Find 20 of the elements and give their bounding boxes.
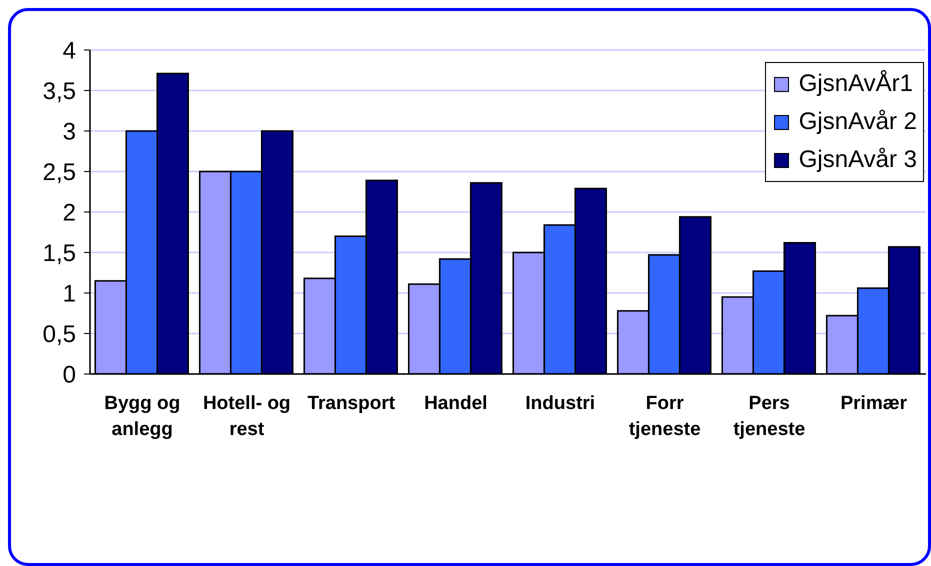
x-tick-label: Industri [525, 393, 596, 414]
x-tick-label: Pers tjeneste [733, 393, 806, 440]
x-tick-label: Hotell- og rest [202, 393, 291, 440]
legend-label: GjsnAvÅr1 [798, 70, 913, 98]
y-tick-label: 3,5 [42, 78, 76, 106]
x-tick-label: Transport [307, 393, 396, 414]
y-tick-label: 4 [62, 38, 76, 65]
y-tick-label: 0 [62, 362, 76, 389]
x-tick-label: Primær [840, 393, 908, 414]
y-tick-label: 3 [62, 118, 76, 146]
legend-label: GjsnAvår 2 [798, 108, 917, 136]
y-tick-label: 1,5 [42, 240, 76, 268]
x-tick-label: Handel [424, 393, 488, 414]
y-tick-label: 0,5 [42, 321, 76, 348]
y-tick-label: 1 [62, 280, 76, 308]
legend-label: GjsnAvår 3 [798, 146, 917, 174]
y-tick-label: 2 [62, 200, 76, 227]
y-tick-label: 2,5 [42, 159, 76, 186]
x-tick-label: Forr tjeneste [628, 393, 701, 440]
x-tick-label: Bygg og anlegg [104, 393, 180, 440]
